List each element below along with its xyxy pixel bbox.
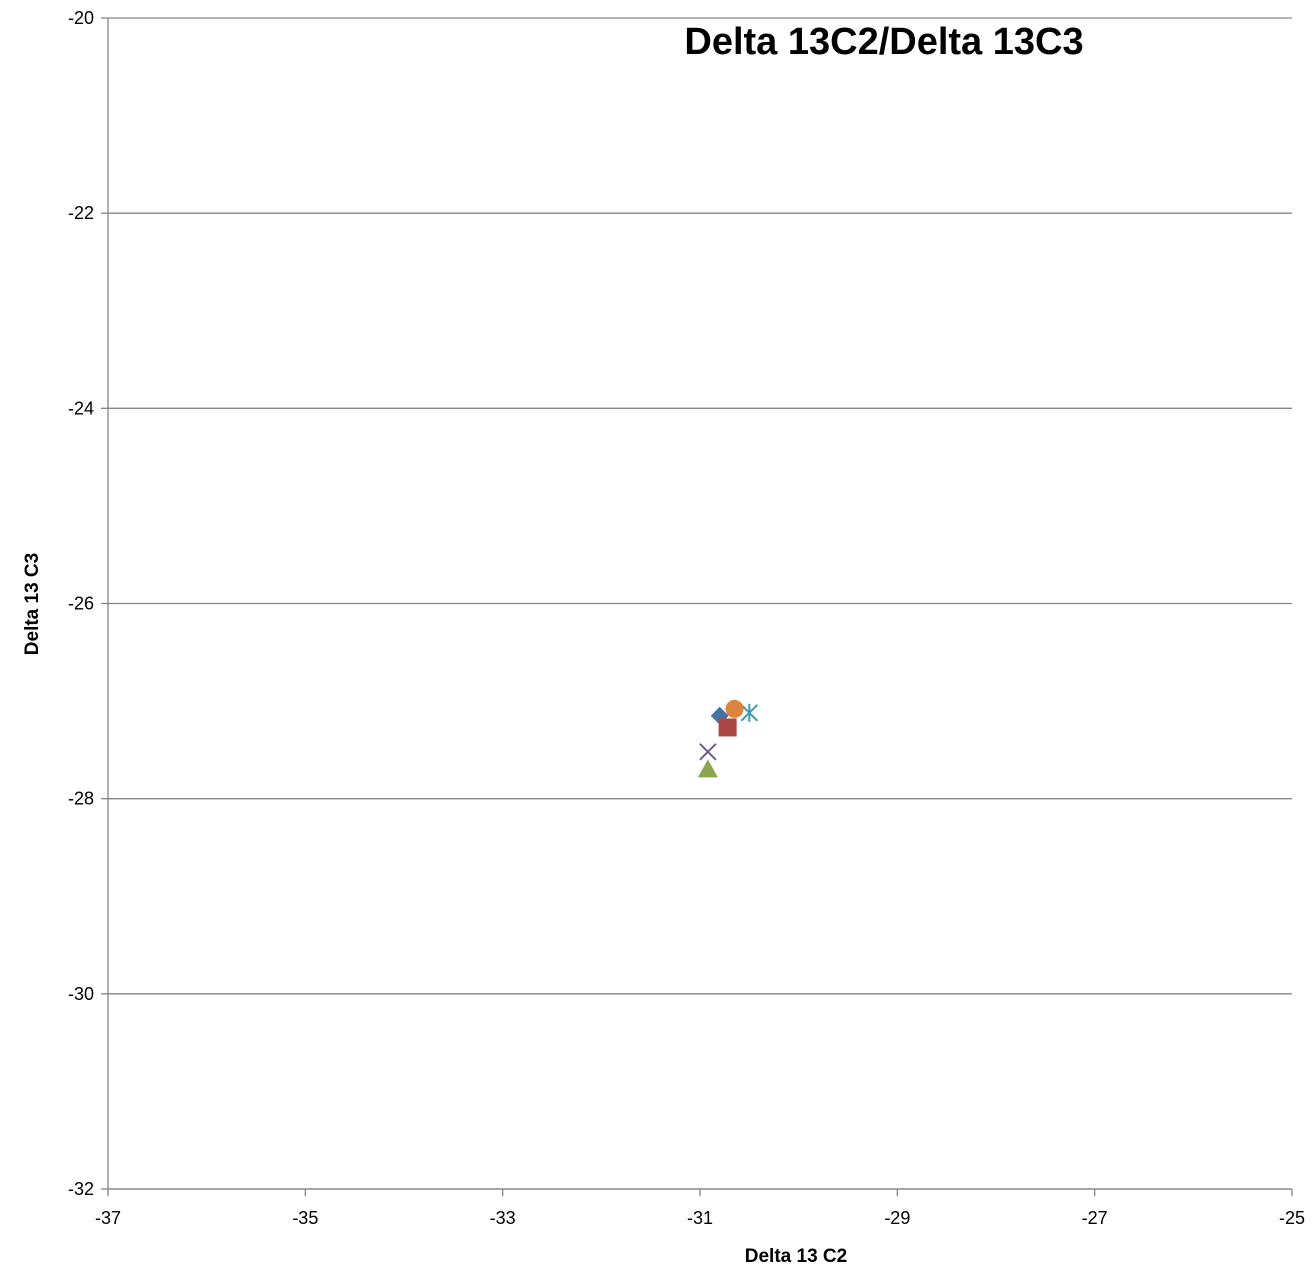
y-axis-title: Delta 13 C3	[22, 553, 43, 655]
y-tick-label: -28	[68, 789, 94, 809]
data-point-circle	[725, 699, 744, 718]
data-point-x	[699, 743, 717, 761]
x-tick-label: -27	[1082, 1208, 1108, 1228]
x-tick-label: -31	[687, 1208, 713, 1228]
x-axis-title: Delta 13 C2	[745, 1246, 847, 1267]
y-tick-label: -32	[68, 1179, 94, 1199]
y-tick-label: -30	[68, 984, 94, 1004]
x-tick-label: -35	[292, 1208, 318, 1228]
y-tick-label: -26	[68, 594, 94, 614]
data-point-star	[740, 703, 759, 722]
y-tick-label: -20	[68, 8, 94, 28]
chart-title: Delta 13C2/Delta 13C3	[684, 21, 1083, 63]
tick-labels: -32 -30 -28 -26 -24 -22 -20 -37 -35 -33 -31 -29 -27 -…	[68, 8, 1305, 1228]
data-point-square	[718, 718, 737, 737]
gridlines	[108, 17, 1292, 1190]
axes	[101, 17, 1293, 1196]
x-tick-label: -37	[95, 1208, 121, 1228]
y-tick-label: -24	[68, 398, 94, 418]
data-point-triangle	[697, 759, 718, 778]
y-tick-label: -22	[68, 203, 94, 223]
x-tick-label: -29	[884, 1208, 910, 1228]
x-tick-label: -25	[1279, 1208, 1305, 1228]
x-tick-label: -33	[490, 1208, 516, 1228]
data-points	[697, 699, 759, 778]
